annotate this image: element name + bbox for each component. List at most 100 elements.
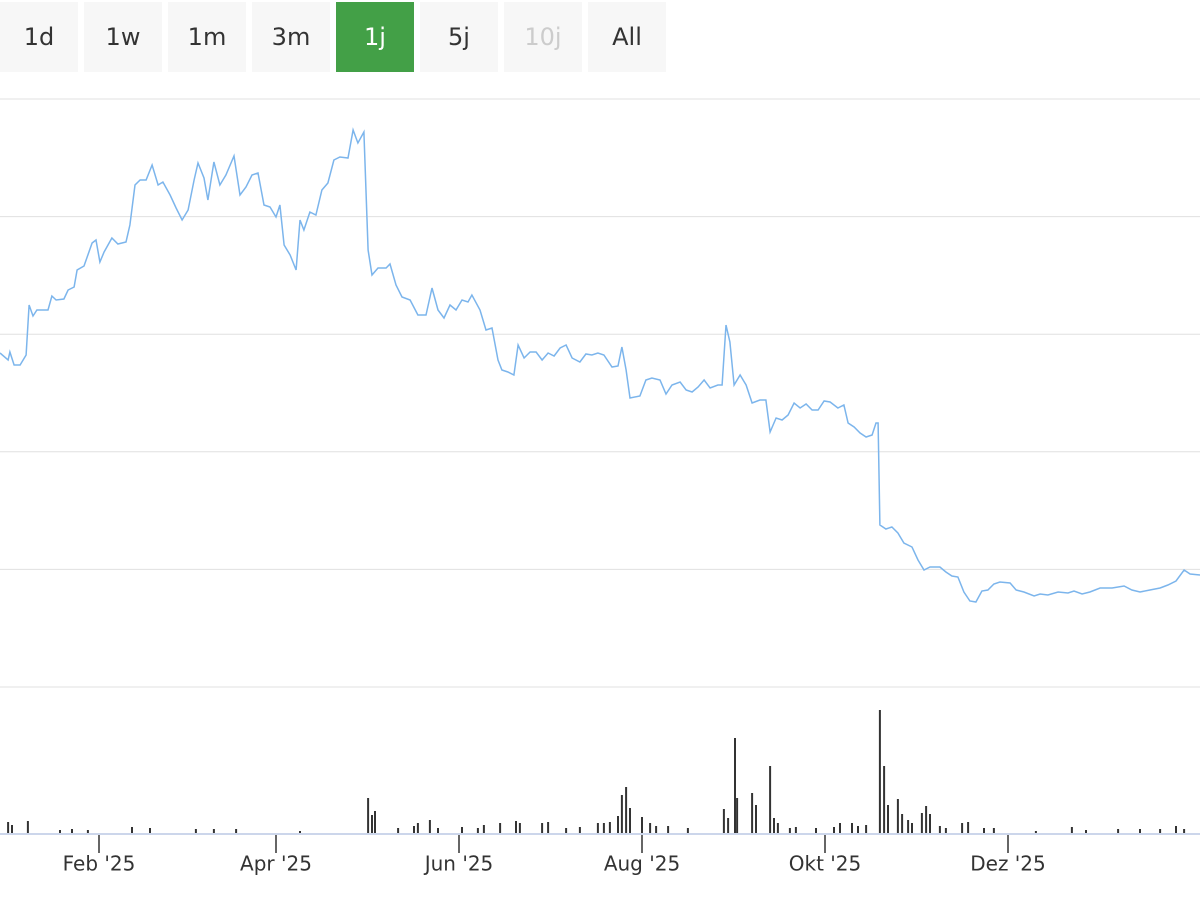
volume-bar — [26, 821, 29, 833]
volume-bar — [727, 818, 730, 833]
range-button[interactable]: 1w — [84, 2, 162, 72]
volume-bar — [839, 823, 841, 833]
volume-bar — [11, 825, 13, 833]
volume-bar — [641, 817, 643, 833]
range-button[interactable]: 1m — [168, 2, 246, 72]
volume-bar — [620, 795, 623, 833]
volume-bar — [992, 828, 995, 833]
volume-bar — [482, 825, 485, 833]
range-button[interactable]: 1j — [336, 2, 414, 72]
volume-bar — [1183, 829, 1186, 833]
volume-bar — [667, 826, 670, 833]
volume-bar — [1034, 831, 1037, 833]
range-button[interactable]: 3m — [252, 2, 330, 72]
volume-bar — [71, 829, 73, 833]
range-button[interactable]: 1d — [0, 2, 78, 72]
volume-bar — [629, 808, 631, 833]
volume-bar — [437, 828, 439, 833]
price-line — [0, 127, 1200, 603]
volume-bar — [655, 826, 658, 833]
volume-bar — [751, 793, 754, 833]
volume-bar — [367, 798, 370, 833]
volume-bar — [983, 828, 985, 833]
volume-bar — [518, 823, 521, 833]
x-tick-label: Okt '25 — [789, 852, 861, 876]
volume-bar — [428, 820, 431, 833]
volume-bar — [901, 814, 904, 833]
volume-bar — [929, 814, 931, 833]
x-tick-label: Dez '25 — [970, 852, 1046, 876]
volume-bar — [944, 828, 947, 833]
volume-bar — [773, 818, 775, 833]
volume-bar — [1070, 827, 1073, 833]
volume-bar — [833, 827, 835, 833]
range-button[interactable]: All — [588, 2, 666, 72]
volume-bar — [461, 827, 463, 833]
volume-bar — [608, 822, 611, 833]
volume-bar — [499, 823, 502, 833]
volume-bar — [967, 822, 970, 833]
volume-bar — [1175, 826, 1177, 833]
volume-bar — [131, 827, 133, 833]
x-tick-label: Aug '25 — [604, 852, 680, 876]
volume-bar — [755, 805, 757, 833]
volume-bar — [878, 710, 881, 833]
volume-bar — [1117, 829, 1120, 833]
volume-bar — [788, 828, 791, 833]
x-tick-label: Feb '25 — [63, 852, 136, 876]
volume-bar — [887, 805, 889, 833]
volume-bar — [625, 787, 628, 833]
volume-bar — [59, 830, 61, 833]
volume-bar — [794, 827, 797, 833]
volume-bar — [722, 809, 725, 833]
volume-bar — [865, 825, 868, 833]
volume-bar — [896, 799, 899, 833]
volume-bar — [1085, 830, 1087, 833]
volume-bar — [541, 823, 544, 833]
volume-bar — [686, 828, 689, 833]
range-button[interactable]: 5j — [420, 2, 498, 72]
volume-bar — [617, 816, 619, 833]
volume-bar — [397, 828, 400, 833]
volume-bar — [476, 828, 479, 833]
volume-bar — [815, 828, 817, 833]
volume-bar — [565, 828, 568, 833]
volume-bar — [149, 828, 151, 833]
volume-bar — [1139, 829, 1141, 833]
x-tick-label: Jun '25 — [423, 852, 494, 876]
volume-bar — [769, 766, 772, 833]
volume-bar — [920, 813, 923, 833]
volume-bar — [911, 823, 913, 833]
volume-bar — [907, 820, 910, 833]
volume-bar — [371, 815, 373, 833]
volume-bar — [7, 822, 10, 833]
volume-bar — [961, 823, 964, 833]
volume-bar — [416, 823, 419, 833]
volume-bar — [938, 826, 941, 833]
volume-bar — [851, 823, 853, 833]
volume-bar — [212, 829, 215, 833]
volume-bar — [925, 806, 928, 833]
volume-bar — [776, 823, 779, 833]
volume-bar — [578, 827, 581, 833]
volume-bar — [596, 823, 599, 833]
volume-bar — [1159, 829, 1162, 833]
volume-bar — [515, 821, 517, 833]
volume-bar — [194, 829, 197, 833]
x-tick-label: Apr '25 — [240, 852, 312, 876]
volume-bar — [374, 811, 376, 833]
volume-bar — [883, 766, 886, 833]
volume-bar — [86, 830, 89, 833]
volume-bar — [413, 826, 415, 833]
volume-bar — [602, 823, 605, 833]
volume-bar — [736, 798, 739, 833]
volume-bar — [547, 822, 550, 833]
volume-bar — [649, 823, 652, 833]
volume-bar — [235, 829, 238, 833]
range-button: 10j — [504, 2, 582, 72]
volume-bar — [857, 826, 859, 833]
volume-bar — [299, 831, 301, 833]
volume-bar — [734, 738, 736, 833]
